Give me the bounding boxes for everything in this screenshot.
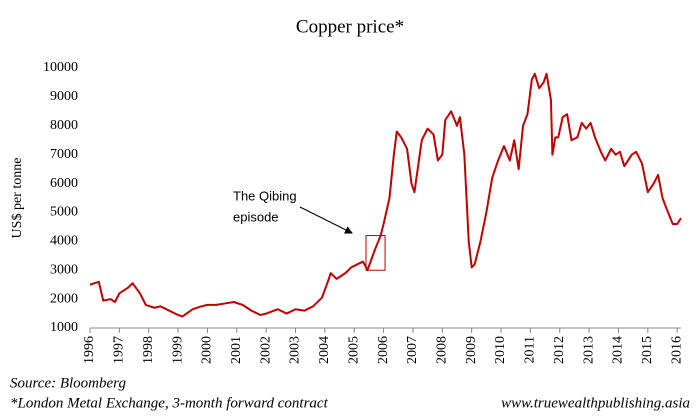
x-tick-label: 1996 [82, 336, 97, 364]
y-tick-label: 8000 [50, 118, 78, 133]
x-tick-label: 1997 [112, 336, 127, 364]
annotation-arrow [299, 206, 353, 234]
y-tick-label: 7000 [50, 147, 78, 162]
y-tick-label: 1000 [50, 320, 78, 335]
y-tick-label: 2000 [50, 291, 78, 306]
footnote: *London Metal Exchange, 3-month forward … [10, 395, 329, 411]
website: www.truewealthpublishing.asia [501, 395, 690, 411]
x-tick-label: 2011 [523, 336, 538, 363]
x-tick-label: 2004 [317, 336, 332, 364]
source: Source: Bloomberg [10, 375, 126, 391]
y-axis-label: US$ per tonne [10, 158, 25, 239]
annotation-text: episode [233, 209, 279, 224]
x-tick-label: 2016 [669, 336, 684, 364]
x-tick-label: 1999 [170, 336, 185, 364]
x-tick-label: 2013 [581, 336, 596, 364]
x-tick-label: 2006 [376, 336, 391, 364]
x-tick-label: 2010 [493, 336, 508, 364]
x-tick-label: 2001 [229, 336, 244, 364]
x-tick-label: 2008 [435, 336, 450, 364]
chart-title: Copper price* [296, 16, 404, 37]
price-line [89, 72, 682, 318]
x-tick-label: 2005 [346, 336, 361, 364]
y-tick-label: 4000 [50, 234, 78, 249]
x-tick-label: 2009 [464, 336, 479, 364]
y-tick-label: 10000 [43, 60, 78, 75]
y-tick-label: 5000 [50, 205, 78, 220]
x-tick-label: 2003 [288, 336, 303, 364]
annotation-box [365, 235, 386, 271]
annotation-text: The Qibing [233, 188, 297, 203]
y-tick-label: 6000 [50, 176, 78, 191]
x-tick-label: 1998 [141, 336, 156, 364]
x-tick-label: 2002 [258, 336, 273, 364]
y-tick-label: 3000 [50, 262, 78, 277]
x-tick-label: 2012 [552, 336, 567, 364]
x-tick-label: 2007 [405, 336, 420, 364]
x-tick-label: 2015 [640, 336, 655, 364]
x-tick-label: 2014 [611, 336, 626, 364]
y-tick-label: 9000 [50, 89, 78, 104]
x-tick-label: 2000 [200, 336, 215, 364]
